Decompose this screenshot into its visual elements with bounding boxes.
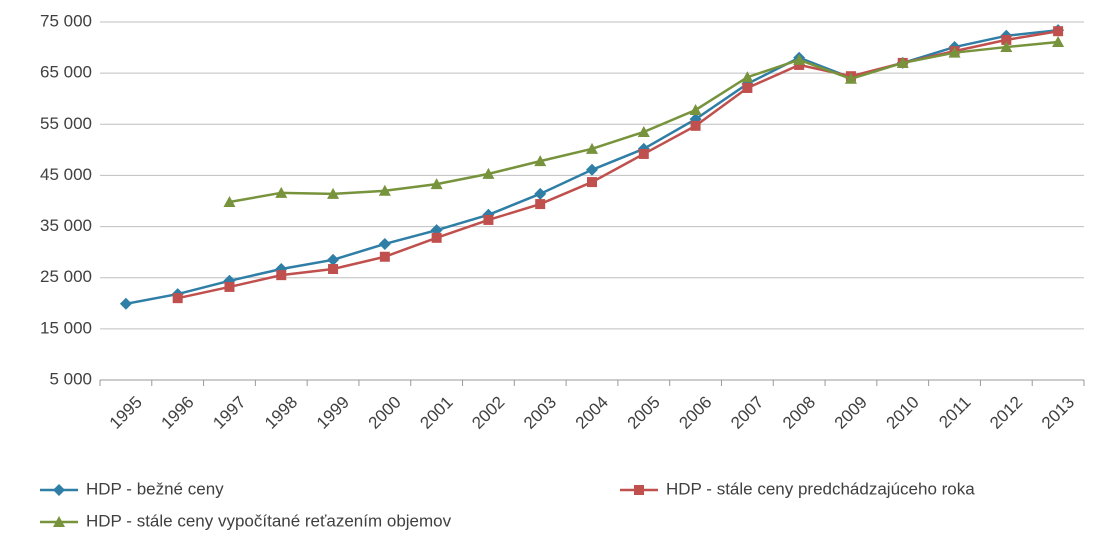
- data-point: [431, 232, 442, 243]
- data-point: [119, 297, 132, 310]
- series-line: [177, 29, 1059, 300]
- data-point: [637, 125, 650, 137]
- data-point: [844, 72, 857, 84]
- y-tick-label: 55 000: [40, 114, 92, 133]
- data-point: [896, 56, 909, 68]
- data-point: [793, 53, 806, 65]
- data-point: [327, 253, 340, 266]
- data-point: [534, 187, 547, 200]
- x-tick-label: 2013: [1038, 393, 1078, 433]
- y-tick-label: 35 000: [40, 216, 92, 235]
- data-point: [379, 251, 390, 262]
- x-tick-label: 2001: [416, 393, 456, 433]
- data-point: [742, 82, 753, 93]
- legend-label: HDP - stále ceny vypočítané reťazením ob…: [86, 511, 452, 530]
- x-tick-label: 2011: [935, 393, 974, 432]
- x-tick-label: 2009: [831, 393, 871, 433]
- data-point: [482, 167, 495, 179]
- x-tick-label: 2010: [883, 393, 923, 433]
- data-point: [223, 196, 236, 208]
- data-point: [689, 103, 702, 115]
- data-point: [638, 148, 649, 159]
- legend-label: HDP - bežné ceny: [86, 479, 224, 498]
- x-tick-label: 2003: [520, 393, 560, 433]
- data-point: [741, 71, 754, 83]
- x-tick-label: 1999: [313, 393, 353, 433]
- y-tick-label: 15 000: [40, 318, 92, 337]
- x-tick-label: 2012: [986, 393, 1026, 433]
- data-point: [275, 186, 288, 198]
- x-tick-label: 1997: [209, 393, 249, 433]
- x-tick-label: 2007: [727, 393, 767, 433]
- data-point: [535, 199, 546, 210]
- legend-label: HDP - stále ceny predchádzajúceho roka: [666, 479, 975, 498]
- data-point: [378, 237, 391, 250]
- data-point: [587, 177, 597, 188]
- x-tick-label: 1995: [106, 393, 146, 433]
- y-tick-label: 5 000: [49, 369, 92, 388]
- data-point: [327, 187, 340, 199]
- data-point: [224, 281, 235, 292]
- legend-marker: [634, 485, 644, 495]
- x-tick-label: 1996: [158, 393, 198, 433]
- data-point: [586, 163, 598, 176]
- data-point: [794, 59, 805, 70]
- data-point: [483, 214, 494, 225]
- data-point: [378, 184, 391, 196]
- x-tick-label: 2006: [675, 393, 715, 433]
- data-point: [1053, 26, 1064, 37]
- data-point: [1001, 34, 1012, 45]
- data-point: [1052, 35, 1065, 47]
- x-tick-label: 2000: [365, 393, 405, 433]
- data-point: [430, 178, 443, 190]
- data-point: [690, 120, 701, 131]
- x-tick-label: 2004: [572, 393, 612, 433]
- data-point: [328, 264, 339, 275]
- data-point: [586, 142, 598, 154]
- data-point: [1000, 41, 1013, 53]
- data-point: [948, 46, 961, 58]
- x-tick-label: 1998: [261, 393, 301, 433]
- y-tick-label: 65 000: [40, 63, 92, 82]
- series-line: [229, 40, 1059, 204]
- legend-marker: [53, 516, 65, 527]
- x-tick-label: 2005: [624, 393, 664, 433]
- data-point: [172, 293, 183, 304]
- legend-marker: [53, 484, 65, 496]
- data-point: [534, 155, 547, 167]
- y-tick-label: 25 000: [40, 267, 92, 286]
- y-tick-label: 75 000: [40, 11, 92, 30]
- y-tick-label: 45 000: [40, 165, 92, 184]
- data-point: [276, 270, 287, 281]
- x-tick-label: 2002: [468, 393, 508, 433]
- x-tick-label: 2008: [779, 393, 819, 433]
